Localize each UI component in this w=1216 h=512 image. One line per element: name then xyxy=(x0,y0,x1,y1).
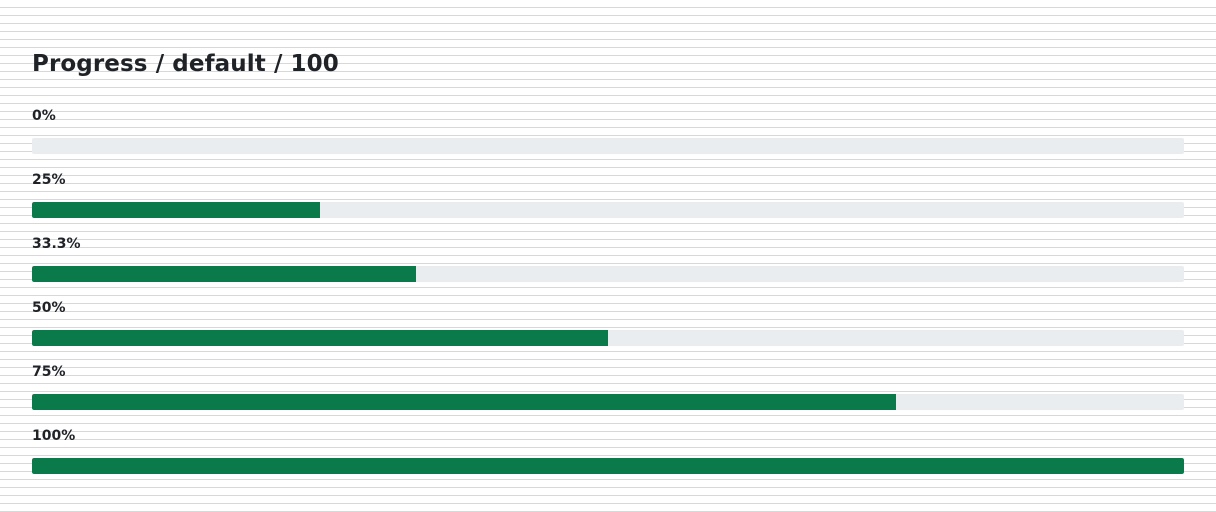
progress-track xyxy=(32,138,1184,154)
progress-track xyxy=(32,458,1184,474)
progress-item-75: 75% xyxy=(32,360,1184,424)
progress-item-25: 25% xyxy=(32,168,1184,232)
progress-item-100: 100% xyxy=(32,424,1184,488)
progress-label: 50% xyxy=(32,300,66,316)
progress-label: 25% xyxy=(32,172,66,188)
progress-label: 75% xyxy=(32,364,66,380)
progress-label: 0% xyxy=(32,108,56,124)
progress-fill xyxy=(32,330,608,346)
progress-item-0: 0% xyxy=(32,104,1184,168)
progress-fill xyxy=(32,394,896,410)
progress-track xyxy=(32,330,1184,346)
progress-item-33-3: 33.3% xyxy=(32,232,1184,296)
progress-fill xyxy=(32,202,320,218)
progress-list: 0% 25% 33.3% 50% 75% xyxy=(32,104,1184,488)
progress-label: 33.3% xyxy=(32,236,81,252)
progress-track xyxy=(32,202,1184,218)
progress-fill xyxy=(32,458,1184,474)
progress-track xyxy=(32,394,1184,410)
progress-track xyxy=(32,266,1184,282)
progress-label: 100% xyxy=(32,428,76,444)
progress-fill xyxy=(32,266,416,282)
page-title: Progress / default / 100 xyxy=(32,51,339,77)
progress-item-50: 50% xyxy=(32,296,1184,360)
